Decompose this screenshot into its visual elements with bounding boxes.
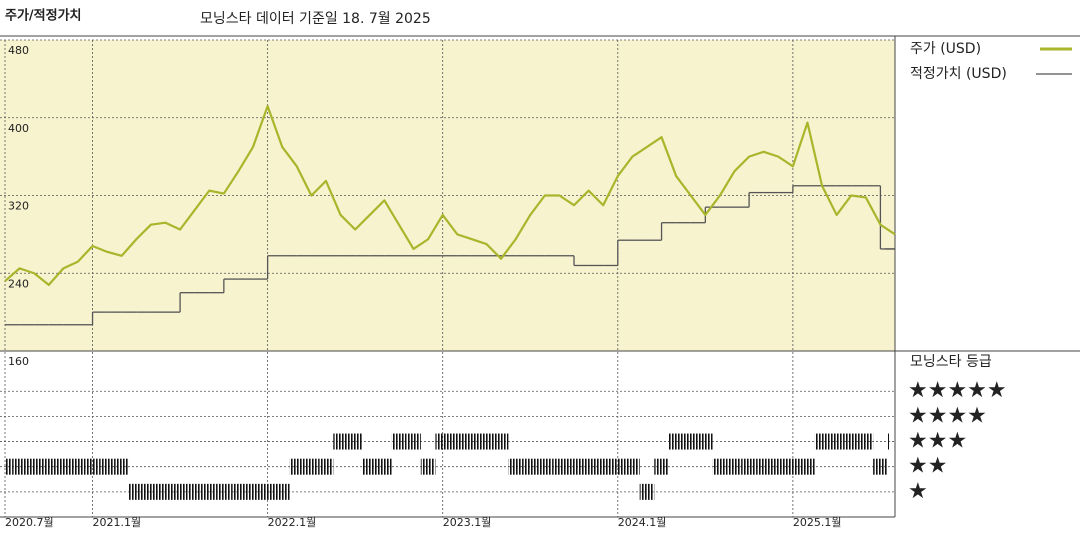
x-tick-label: 2024.1월 [618,516,667,529]
rating-bar [464,433,480,450]
rating-bar [158,483,173,500]
rating-bar [333,433,348,450]
rating-bar [245,483,261,500]
y-tick-label: 480 [8,44,29,57]
y-tick-label: 240 [8,277,29,290]
rating-bar [741,458,757,475]
chart-subtitle: 모닝스타 데이터 기준일 18. 7월 2025 [200,11,431,27]
rating-bar [450,433,465,450]
rating-bar [420,458,436,475]
rating-bar [187,483,202,500]
rating-bar [56,458,71,475]
rating-bar [756,458,771,475]
rating-label: ★★ [908,454,947,479]
rating-bar [566,458,582,475]
rating-bar [595,458,611,475]
rating-bar [887,433,889,450]
rating-bar [172,483,188,500]
rating-bar [289,458,305,475]
rating-label: ★★★★★ [908,378,1007,403]
rating-bar [522,458,538,475]
rating-bar [201,483,217,500]
x-tick-label: 2023.1월 [443,516,492,529]
rating-bar [26,458,42,475]
rating-bar [873,458,888,475]
x-tick-label: 2021.1월 [93,516,142,529]
legend-label: 주가 (USD) [910,41,981,57]
rating-bar [143,483,159,500]
rating-bar [581,458,596,475]
rating-label: ★★★★ [908,403,987,428]
rating-bar [435,433,450,450]
rating-bar [785,458,801,475]
chart-title: 주가/적정가치 [5,8,82,24]
rating-title: 모닝스타 등급 [910,354,992,370]
rating-bar [727,458,742,475]
y-tick-label: 160 [8,355,29,368]
x-tick-label: 2025.1월 [793,516,842,529]
rating-bar [377,458,392,475]
rating-bar [362,458,378,475]
rating-bar [639,483,655,500]
rating-bar [814,433,830,450]
rating-label: ★★★ [908,429,967,454]
legend-label: 적정가치 (USD) [910,66,1007,82]
rating-bar [85,458,100,475]
rating-bar [843,433,859,450]
price-line [4,104,896,287]
rating-bar [668,433,684,450]
rating-bar [858,433,874,450]
rating-bar [770,458,786,475]
rating-bar [479,433,494,450]
rating-bar [406,433,421,450]
rating-bar [216,483,232,500]
rating-bar [698,433,713,450]
rating-bar [260,483,275,500]
y-tick-label: 320 [8,200,29,213]
rating-bar [304,458,319,475]
x-tick-label: 2022.1월 [268,516,317,529]
x-tick-label: 2020.7월 [5,516,54,529]
rating-bar [5,458,13,475]
rating-bar [625,458,640,475]
rating-bar [12,458,27,475]
rating-bar [318,458,334,475]
rating-bar [712,458,728,475]
rating-bar [552,458,567,475]
rating-bar [537,458,553,475]
rating-bar [231,483,246,500]
y-tick-label: 400 [8,122,29,135]
rating-bar [829,433,844,450]
rating-bar [654,458,669,475]
rating-bar [508,458,523,475]
rating-bar [391,433,407,450]
rating-bar [99,458,115,475]
rating-bar [114,458,130,475]
rating-bar [610,458,626,475]
rating-label: ★ [908,479,928,504]
rating-bar [70,458,86,475]
rating-bar [347,433,363,450]
rating-bar [493,433,509,450]
rating-bar [800,458,815,475]
rating-bar [274,483,290,500]
rating-bar [683,433,699,450]
rating-bar [41,458,57,475]
rating-bar [129,483,144,500]
